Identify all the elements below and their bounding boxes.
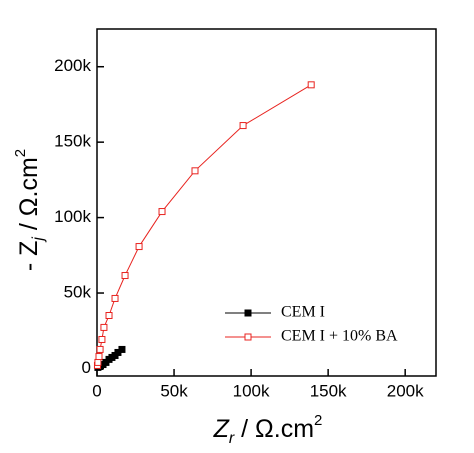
x-tick-label: 100k [233,381,270,400]
xlabel-part: Z [213,415,230,443]
legend-marker [244,309,252,317]
y-tick-label: 200k [54,56,91,75]
plot-frame [96,28,437,377]
x-tick-label: 200k [387,381,424,400]
ylabel-part: / Ω.cm [15,157,43,237]
xlabel-part: / Ω.cm [234,415,314,443]
x-tick-label: 150k [310,381,347,400]
data-point [95,353,103,361]
data-point [121,272,129,280]
data-point [96,345,104,353]
legend-marker [244,333,252,341]
data-point [118,345,126,353]
data-point [239,122,247,130]
ylabel-part: - Z [15,241,43,272]
data-point [111,294,119,302]
xlabel-part: 2 [314,412,322,429]
xlabel-part: r [229,430,235,447]
data-point [307,81,315,89]
x-tick-label: 50k [160,381,188,400]
ylabel-part: j [30,237,47,243]
y-tick-label: 50k [64,283,92,302]
data-point [98,335,106,343]
y-axis-label: - Zj / Ω.cm2 [12,149,46,271]
data-point [135,243,143,251]
data-point [105,312,113,320]
x-tick-label: 0 [92,381,101,400]
data-point [94,358,102,366]
series-line [96,84,312,366]
data-point [100,323,108,331]
y-tick-label: 100k [54,207,91,226]
ylabel-part: 2 [12,149,29,157]
y-tick-label: 150k [54,132,91,151]
legend-label: CEM I + 10% BA [281,328,398,345]
y-tick-label: 0 [82,358,91,377]
data-point [191,167,199,175]
x-axis-label: Zr / Ω.cm2 [213,412,323,446]
legend-label: CEM I [281,304,325,321]
data-point [158,208,166,216]
